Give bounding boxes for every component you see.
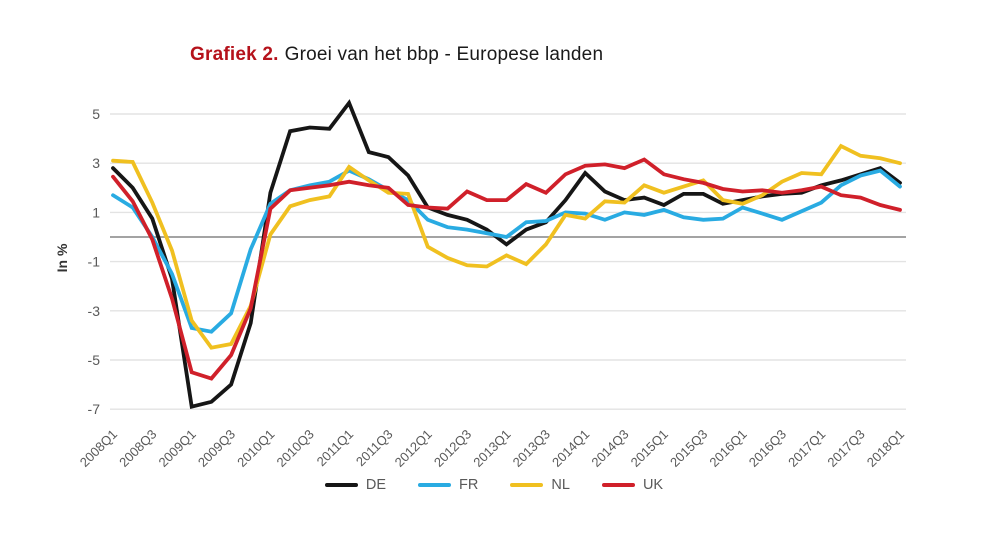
x-tick-label: 2010Q1	[234, 427, 277, 470]
x-tick-label: 2012Q3	[431, 427, 474, 470]
legend-label-NL: NL	[551, 477, 570, 493]
chart-title-prefix: Grafiek 2.	[190, 44, 279, 65]
x-tick-label: 2015Q3	[667, 427, 710, 470]
y-tick-label: -7	[88, 401, 101, 417]
y-axis-label: In %	[54, 243, 70, 272]
legend-item-DE: DE	[324, 477, 387, 493]
legend-item-NL: NL	[510, 477, 570, 493]
y-tick-label: -5	[88, 352, 101, 368]
y-tick-label: -1	[88, 254, 101, 270]
x-tick-label: 2009Q1	[155, 427, 198, 470]
chart-legend: DE FR NL UK	[0, 477, 988, 493]
legend-label-UK: UK	[642, 477, 664, 493]
x-tick-label: 2013Q1	[470, 427, 513, 470]
chart-title-text: Groei van het bbp - Europese landen	[284, 44, 604, 65]
chart-title: Grafiek 2. Groei van het bbp - Europese l…	[190, 44, 603, 66]
x-tick-label: 2014Q1	[549, 427, 592, 470]
series-line-FR	[111, 168, 902, 334]
x-tick-label: 2018Q1	[864, 427, 907, 470]
y-tick-label: 5	[92, 106, 100, 122]
x-tick-label: 2010Q3	[274, 427, 317, 470]
x-tick-label: 2014Q3	[588, 427, 631, 470]
legend-swatch-DE	[324, 483, 358, 487]
series-line-UK	[111, 157, 902, 381]
x-tick-label: 2016Q3	[746, 427, 789, 470]
y-tick-label: -3	[88, 303, 101, 319]
series-line-DE	[111, 99, 902, 410]
legend-item-UK: UK	[601, 477, 664, 493]
x-tick-label: 2017Q3	[824, 427, 867, 470]
x-tick-label: 2009Q3	[195, 427, 238, 470]
x-tick-label: 2008Q3	[116, 427, 159, 470]
y-tick-label: 3	[92, 155, 100, 171]
y-tick-label: 1	[92, 204, 100, 220]
legend-label-DE: DE	[365, 477, 387, 493]
x-tick-label: 2011Q1	[314, 427, 357, 470]
legend-swatch-NL	[510, 483, 544, 487]
x-tick-label: 2011Q3	[353, 427, 396, 470]
x-tick-label: 2012Q1	[392, 427, 435, 470]
x-tick-label: 2008Q1	[77, 427, 120, 470]
x-tick-label: 2013Q3	[510, 427, 553, 470]
legend-label-FR: FR	[459, 477, 479, 493]
x-tick-label: 2016Q1	[706, 427, 749, 470]
x-tick-label: 2015Q1	[628, 427, 671, 470]
legend-swatch-FR	[418, 483, 452, 487]
legend-item-FR: FR	[418, 477, 478, 493]
legend-swatch-UK	[601, 483, 635, 487]
series-line-NL	[111, 143, 902, 350]
x-tick-label: 2017Q1	[785, 427, 828, 470]
